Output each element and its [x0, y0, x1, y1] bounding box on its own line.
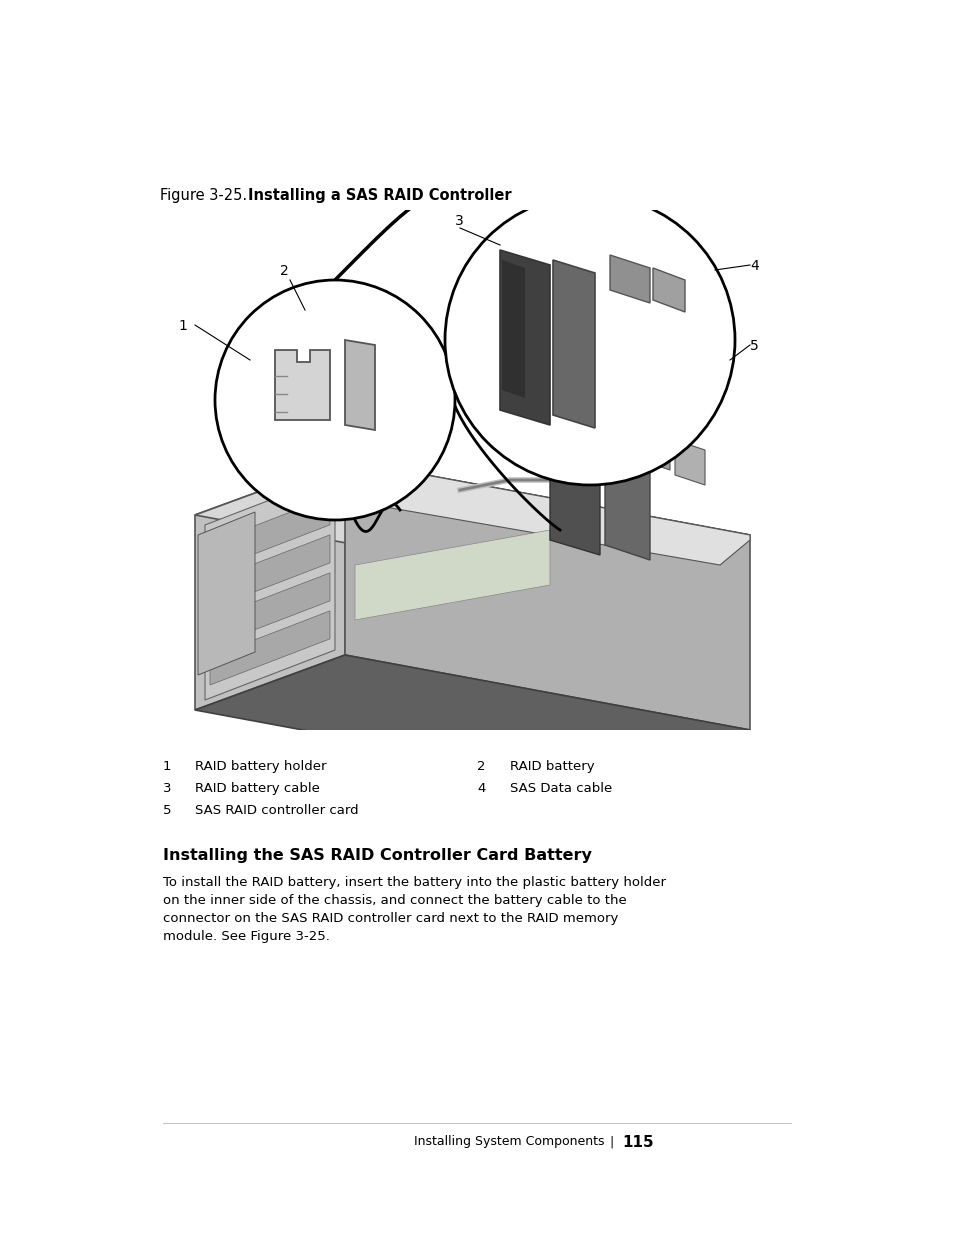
Text: module. See Figure 3-25.: module. See Figure 3-25. [163, 930, 330, 944]
Polygon shape [501, 261, 524, 398]
Text: 5: 5 [163, 804, 172, 818]
Polygon shape [210, 573, 330, 647]
Text: connector on the SAS RAID controller card next to the RAID memory: connector on the SAS RAID controller car… [163, 911, 618, 925]
Text: |: | [609, 1135, 614, 1149]
Polygon shape [345, 459, 749, 730]
Polygon shape [639, 425, 669, 471]
Text: 3: 3 [455, 214, 463, 228]
Polygon shape [499, 249, 550, 425]
Polygon shape [609, 254, 649, 303]
Polygon shape [210, 535, 330, 609]
Circle shape [214, 280, 455, 520]
Polygon shape [210, 611, 330, 685]
Text: 5: 5 [749, 338, 758, 353]
Text: 1: 1 [178, 319, 187, 333]
Text: 3: 3 [163, 782, 172, 795]
Text: 2: 2 [280, 264, 289, 278]
Polygon shape [604, 450, 649, 559]
Polygon shape [675, 440, 704, 485]
Polygon shape [274, 350, 330, 420]
Polygon shape [205, 475, 335, 700]
Polygon shape [550, 440, 599, 555]
Polygon shape [198, 513, 254, 676]
Polygon shape [345, 340, 375, 430]
Text: Installing a SAS RAID Controller: Installing a SAS RAID Controller [248, 188, 511, 203]
Text: Installing System Components: Installing System Components [414, 1135, 604, 1149]
Polygon shape [550, 430, 609, 454]
Text: Installing the SAS RAID Controller Card Battery: Installing the SAS RAID Controller Card … [163, 848, 591, 863]
Polygon shape [194, 655, 749, 785]
Circle shape [444, 195, 734, 485]
Text: 1: 1 [163, 760, 172, 773]
Text: 4: 4 [476, 782, 485, 795]
Text: Figure 3-25.: Figure 3-25. [160, 188, 247, 203]
Text: on the inner side of the chassis, and connect the battery cable to the: on the inner side of the chassis, and co… [163, 894, 626, 906]
Text: RAID battery: RAID battery [510, 760, 594, 773]
Text: RAID battery holder: RAID battery holder [194, 760, 326, 773]
Polygon shape [210, 496, 330, 571]
Text: 2: 2 [476, 760, 485, 773]
Polygon shape [194, 459, 749, 590]
Text: To install the RAID battery, insert the battery into the plastic battery holder: To install the RAID battery, insert the … [163, 876, 665, 889]
Polygon shape [652, 268, 684, 312]
Polygon shape [194, 459, 345, 710]
Polygon shape [355, 530, 550, 620]
Text: SAS RAID controller card: SAS RAID controller card [194, 804, 358, 818]
Text: SAS Data cable: SAS Data cable [510, 782, 612, 795]
Text: 4: 4 [749, 259, 758, 273]
Polygon shape [345, 459, 749, 564]
Text: 115: 115 [621, 1135, 653, 1150]
Text: RAID battery cable: RAID battery cable [194, 782, 319, 795]
Polygon shape [553, 261, 595, 429]
